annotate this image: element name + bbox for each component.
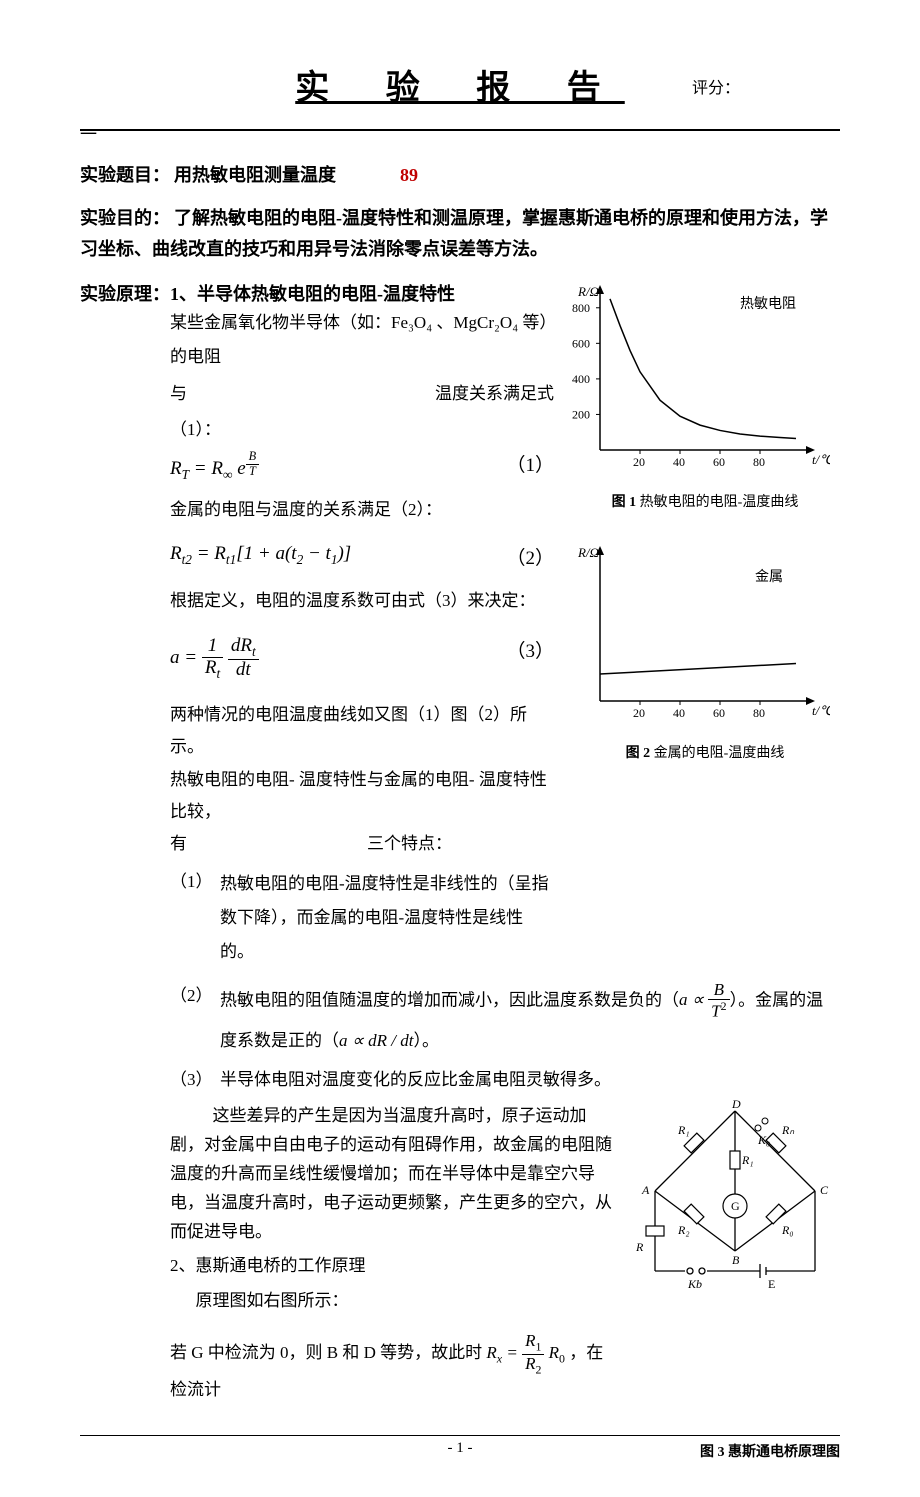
footer-rule — [80, 1435, 840, 1436]
item2-text-c: ）。 — [413, 1031, 439, 1050]
fig1-num: 图 1 — [612, 495, 637, 510]
equation-1: RT = R∞ eBT （1） — [170, 450, 554, 483]
item1-text: 热敏电阻的电阻-温度特性是非线性的（呈指数下降），而金属的电阻-温度特性是线性的… — [220, 867, 554, 969]
topic-label: 实验题目： — [80, 165, 170, 185]
explain: 这些差异的产生是因为当温度升高时，原子运动加剧，对金属中自由电子的运动有阻碍作用… — [170, 1102, 614, 1246]
fig2-text: 金属的电阻-温度曲线 — [654, 746, 785, 761]
eq2-num: （2） — [506, 543, 554, 570]
score-label: 评分： — [692, 74, 740, 98]
fig3-Rmid: R₁ — [741, 1153, 754, 1167]
fig3-E: E — [768, 1277, 775, 1291]
fig2-caption: 图 2 金属的电阻-温度曲线 — [570, 742, 840, 762]
fig2-ylabel: R/Ω — [577, 545, 599, 560]
fig2-xlabel: t/℃ — [812, 703, 830, 718]
bridge-a: 若 G 中检流为 0，则 B 和 D 等势，故此时 — [170, 1343, 482, 1362]
purpose-section: 实验目的： 了解热敏电阻的电阻-温度特性和测温原理，掌握惠斯通电桥的原理和使用方… — [80, 203, 840, 264]
fig2-svg: R/Ω t/℃ 金属 20 40 60 80 — [570, 541, 830, 731]
item1-num: （1） — [170, 867, 220, 969]
fig3-D: D — [731, 1097, 741, 1111]
topic-value: 用热敏电阻测量温度 — [174, 165, 336, 185]
purpose-text: 了解热敏电阻的电阻-温度特性和测温原理，掌握惠斯通电桥的原理和使用方法，学习坐标… — [80, 208, 828, 259]
purpose-label: 实验目的： — [80, 208, 170, 228]
feature-3: （3） 半导体电阻对温度变化的反应比金属电阻灵敏得多。 — [170, 1065, 840, 1090]
fig1-svg: R/Ω t/℃ 热敏电阻 20 40 60 80 200 400 600 800 — [570, 280, 830, 480]
dash: 一 — [80, 120, 97, 145]
figure-1: R/Ω t/℃ 热敏电阻 20 40 60 80 200 400 600 800 图 1 热… — [570, 280, 840, 511]
item3-text: 半导体电阻对温度变化的反应比金属电阻灵敏得多。 — [220, 1065, 840, 1090]
p4: 两种情况的电阻温度曲线如又图（1）图（2）所示。 — [170, 699, 554, 764]
fig3-R: R — [635, 1240, 644, 1254]
topic-section: 实验题目： 用热敏电阻测量温度 89 — [80, 161, 840, 187]
section2-title: 2、惠斯通电桥的工作原理 — [170, 1252, 614, 1281]
fig3-svg: D A C B R₁ Rₙ R₂ R₀ R₁ G K₀ — [630, 1096, 840, 1296]
p5c: 三个特点： — [367, 828, 452, 860]
fig3-caption: 图 3 惠斯通电桥原理图 — [700, 1441, 840, 1461]
header: 实 验 报 告 评分： — [80, 60, 840, 109]
fig1-legend: 热敏电阻 — [740, 296, 796, 312]
fig3-C: C — [820, 1183, 829, 1197]
svg-text:40: 40 — [673, 706, 685, 720]
figure-2: R/Ω t/℃ 金属 20 40 60 80 图 2 金属的电阻-温度曲线 — [570, 541, 840, 762]
item3-num: （3） — [170, 1065, 220, 1090]
svg-text:400: 400 — [572, 372, 590, 386]
svg-text:800: 800 — [572, 301, 590, 315]
p2: 金属的电阻与温度的关系满足（2）： — [170, 493, 554, 527]
fig3-Rn: Rₙ — [781, 1123, 794, 1137]
item2-text-a: 热敏电阻的阻值随温度的增加而减小，因此温度系数是负的（ — [220, 990, 679, 1009]
fig1-xlabel: t/℃ — [812, 452, 830, 467]
p5: 热敏电阻的电阻- 温度特性与金属的电阻- 温度特性比较， — [170, 764, 554, 829]
svg-text:600: 600 — [572, 337, 590, 351]
figures-column: R/Ω t/℃ 热敏电阻 20 40 60 80 200 400 600 800 图 1 热… — [570, 280, 840, 974]
svg-text:20: 20 — [633, 706, 645, 720]
equation-3: a = 1Rt dRtdt （3） — [170, 636, 554, 681]
fig3-A: A — [641, 1183, 650, 1197]
fig3-R0: R₀ — [781, 1223, 794, 1237]
eq3-num: （3） — [506, 636, 554, 663]
topic-number: 89 — [400, 165, 418, 185]
fig3-G: G — [731, 1199, 740, 1213]
fig1-caption: 图 1 热敏电阻的电阻-温度曲线 — [570, 491, 840, 511]
equation-2: Rt2 = Rt1[1 + a(t2 − t1)] （2） — [170, 543, 554, 568]
p5b: 有 — [170, 828, 187, 860]
principle-label: 实验原理： — [80, 280, 170, 1405]
p1d: （1）： — [170, 415, 554, 440]
svg-text:80: 80 — [753, 706, 765, 720]
svg-text:60: 60 — [713, 706, 725, 720]
fig3-R1: R₁ — [677, 1123, 690, 1137]
svg-text:200: 200 — [572, 408, 590, 422]
p1c: 温度关系满足式 — [435, 374, 554, 415]
item2-num: （2） — [170, 981, 220, 1059]
fig3-R2: R₂ — [677, 1223, 690, 1237]
svg-text:20: 20 — [633, 455, 645, 469]
fig1-text: 热敏电阻的电阻-温度曲线 — [640, 495, 799, 510]
feature-1: （1） 热敏电阻的电阻-温度特性是非线性的（呈指数下降），而金属的电阻-温度特性… — [170, 867, 554, 969]
page-title: 实 验 报 告 — [295, 60, 625, 109]
p3: 根据定义，电阻的温度系数可由式（3）来决定： — [170, 584, 554, 618]
eq1-num: （1） — [506, 450, 554, 477]
p1: 某些金属氧化物半导体（如：Fe₃O₄ 、MgCr₂O₄ 等）的电阻 — [170, 313, 548, 366]
p1b: 与 — [170, 374, 187, 415]
fig2-num: 图 2 — [626, 746, 651, 761]
svg-text:60: 60 — [713, 455, 725, 469]
fig1-ylabel: R/Ω — [577, 284, 599, 299]
section1-title: 1、半导体热敏电阻的电阻-温度特性 — [170, 284, 455, 304]
header-rule — [80, 129, 840, 131]
fig2-legend: 金属 — [755, 569, 783, 585]
fig3-Kb: Kb — [687, 1277, 702, 1291]
fig3-B: B — [732, 1253, 740, 1267]
svg-text:40: 40 — [673, 455, 685, 469]
fig3-K0: K₀ — [757, 1133, 770, 1147]
svg-text:80: 80 — [753, 455, 765, 469]
figure-3-wrap: D A C B R₁ Rₙ R₂ R₀ R₁ G K₀ — [630, 1096, 840, 1405]
feature-2: （2） 热敏电阻的阻值随温度的增加而减小，因此温度系数是负的（a ∝ BT2）。… — [170, 981, 840, 1059]
principle-section: 实验原理： 1、半导体热敏电阻的电阻-温度特性 某些金属氧化物半导体（如：Fe₃… — [80, 280, 840, 1405]
principle-left: 1、半导体热敏电阻的电阻-温度特性 某些金属氧化物半导体（如：Fe₃O₄ 、Mg… — [170, 280, 554, 974]
